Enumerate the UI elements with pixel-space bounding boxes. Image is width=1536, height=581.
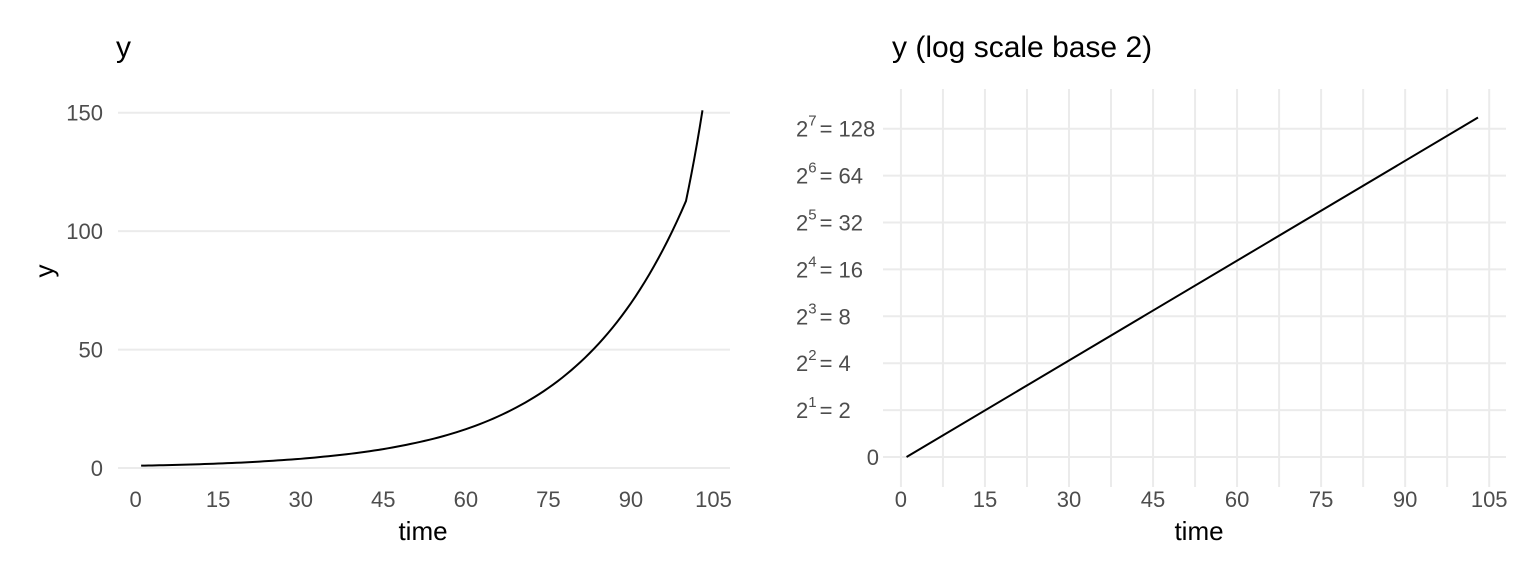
left-x-tick-label: 15 [206, 487, 230, 512]
right-panel: 0 21 = 2 22 = 4 23 = 8 24 = 16 25 = 32 26 = 64 27 = 12… [796, 31, 1508, 546]
right-x-tick-label: 75 [1309, 487, 1333, 512]
left-y-tick-labels: 0 50 100 150 [66, 101, 103, 481]
right-x-tick-label: 45 [1141, 487, 1165, 512]
left-series-line [141, 110, 704, 467]
left-y-axis-title: y [29, 265, 59, 278]
left-x-axis-title: time [398, 516, 447, 546]
right-x-tick-label: 105 [1471, 487, 1508, 512]
right-y-tick-label: 21 = 2 [796, 394, 851, 423]
right-series-line [906, 116, 1479, 458]
left-y-tick-label: 150 [66, 101, 103, 126]
left-x-tick-label: 45 [371, 487, 395, 512]
right-x-tick-labels: 0 15 30 45 60 75 90 105 [895, 487, 1508, 512]
right-y-tick-label: 26 = 64 [796, 160, 863, 189]
right-y-tick-labels: 0 21 = 2 22 = 4 23 = 8 24 = 16 25 = 32 26 = 64 27 = 12… [796, 113, 879, 470]
left-y-tick-label: 0 [91, 456, 103, 481]
left-y-tick-label: 50 [79, 338, 103, 363]
left-y-tick-label: 100 [66, 219, 103, 244]
left-panel: 0 50 100 150 0 15 30 45 60 75 90 105 y time y [29, 31, 732, 546]
right-x-tick-label: 15 [973, 487, 997, 512]
right-y-tick-label: 27 = 128 [796, 113, 875, 142]
right-grid [883, 89, 1506, 487]
right-y-tick-label: 25 = 32 [796, 207, 863, 236]
right-x-tick-label: 0 [895, 487, 907, 512]
right-x-tick-label: 90 [1393, 487, 1417, 512]
left-x-tick-label: 30 [288, 487, 312, 512]
right-chart-title: y (log scale base 2) [892, 31, 1152, 64]
left-x-tick-label: 60 [454, 487, 478, 512]
left-x-tick-label: 0 [129, 487, 141, 512]
left-x-tick-labels: 0 15 30 45 60 75 90 105 [129, 487, 731, 512]
right-y-tick-label: 23 = 8 [796, 300, 851, 329]
right-x-tick-label: 30 [1057, 487, 1081, 512]
right-x-axis-title: time [1174, 516, 1223, 546]
left-grid [118, 111, 730, 470]
right-y-tick-label: 22 = 4 [796, 347, 851, 376]
right-y-tick-label: 24 = 16 [796, 253, 863, 282]
left-chart-title: y [116, 31, 131, 64]
right-y-tick-label: 0 [867, 445, 879, 470]
left-x-tick-label: 90 [619, 487, 643, 512]
left-x-tick-label: 75 [536, 487, 560, 512]
left-x-tick-label: 105 [695, 487, 732, 512]
right-x-tick-label: 60 [1225, 487, 1249, 512]
